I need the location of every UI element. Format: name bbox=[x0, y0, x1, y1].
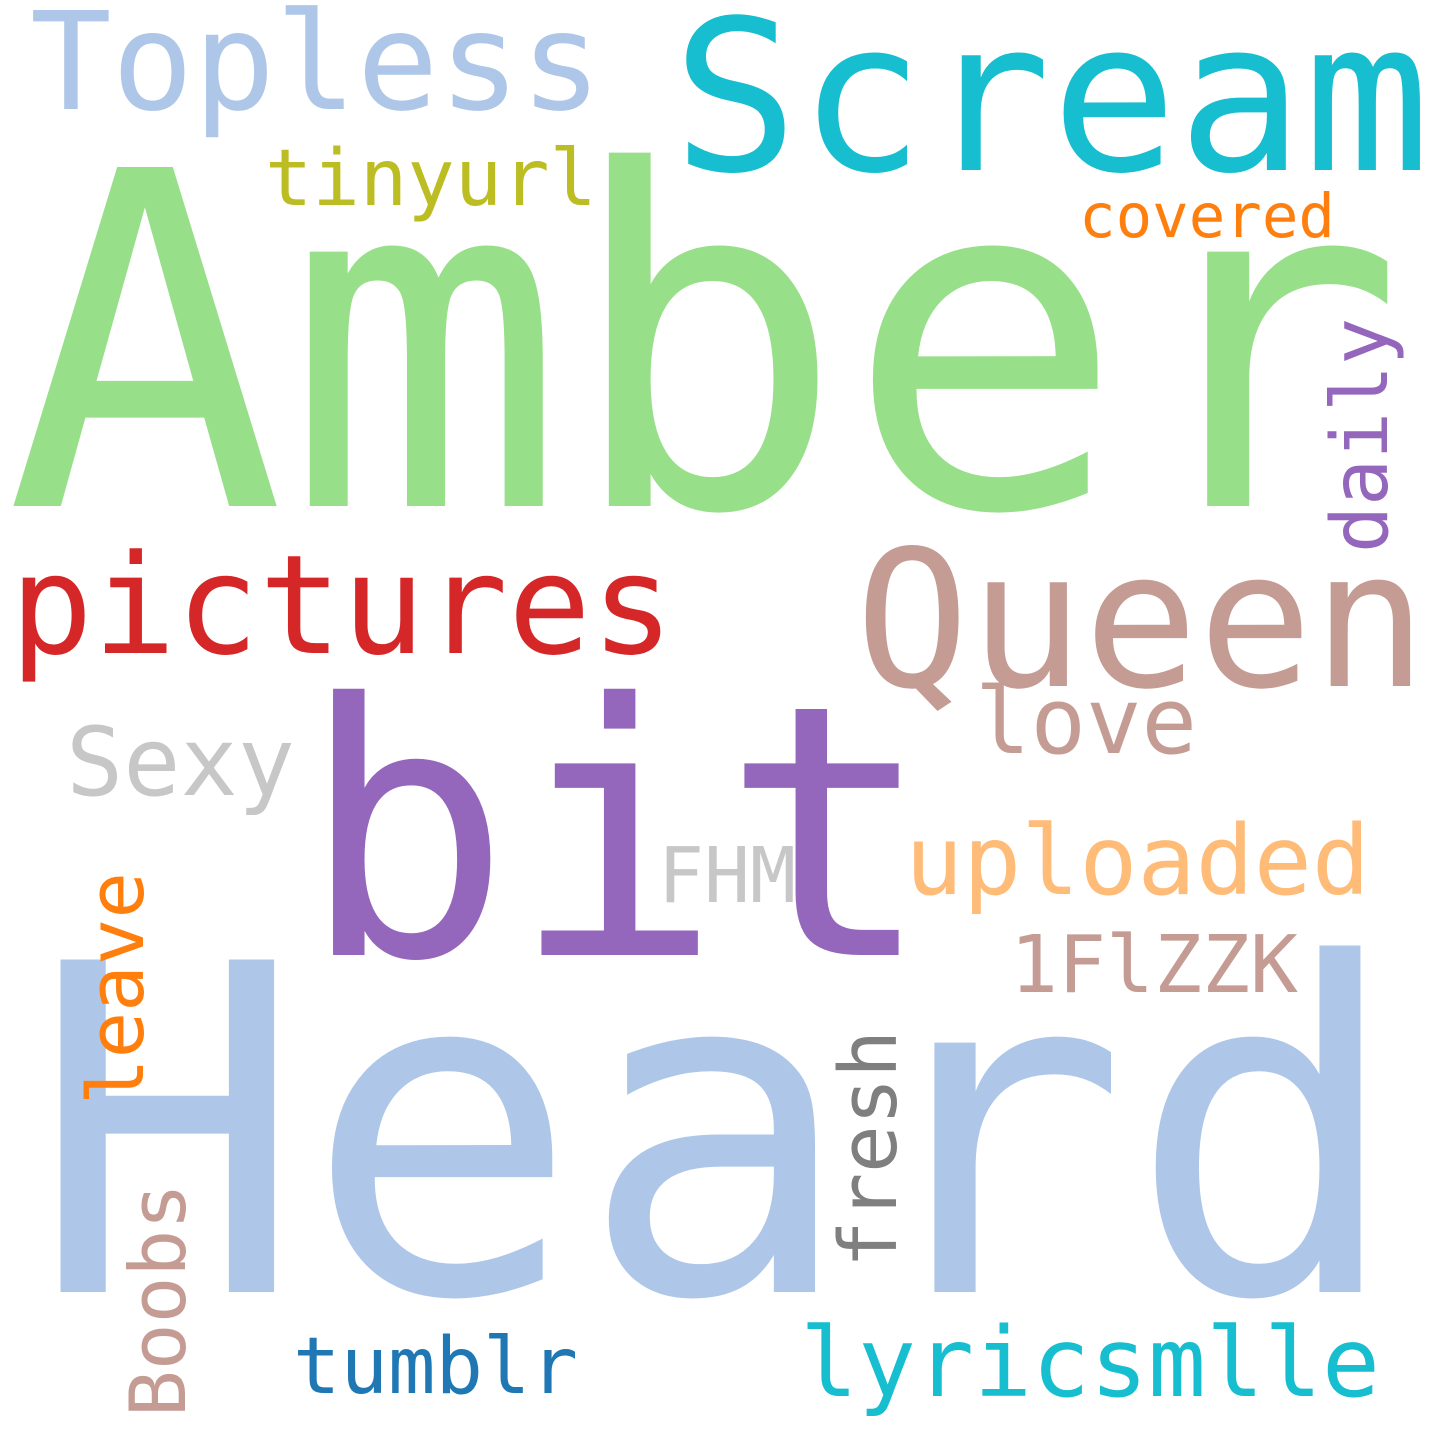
word-boobs: Boobs bbox=[113, 1183, 204, 1417]
word-sexy: Sexy bbox=[66, 707, 295, 818]
word-covered: covered bbox=[1079, 182, 1335, 253]
word-daily: daily bbox=[1316, 318, 1407, 553]
word-fresh: fresh bbox=[823, 1030, 916, 1268]
word-queen: Queen bbox=[855, 510, 1427, 732]
word-amber: Amber bbox=[5, 73, 1405, 616]
word-bit: bit bbox=[300, 629, 933, 1038]
word-topless: Topless bbox=[30, 0, 602, 143]
word-scream: Scream bbox=[672, 0, 1430, 221]
word-leave: leave bbox=[71, 872, 162, 1105]
word-tinyurl: tinyurl bbox=[265, 131, 597, 224]
word-uploaded: uploaded bbox=[905, 804, 1370, 918]
word-love: love bbox=[975, 666, 1197, 775]
word-lyricsmlle: lyricsmlle bbox=[800, 1307, 1380, 1420]
word-tumblr: tumblr bbox=[293, 1319, 578, 1412]
word-heard: Heard bbox=[30, 868, 1403, 1400]
word-fhm: FHM bbox=[658, 832, 796, 922]
word-1flzzk: 1FlZZK bbox=[1010, 918, 1298, 1012]
word-pictures: pictures bbox=[10, 524, 674, 686]
